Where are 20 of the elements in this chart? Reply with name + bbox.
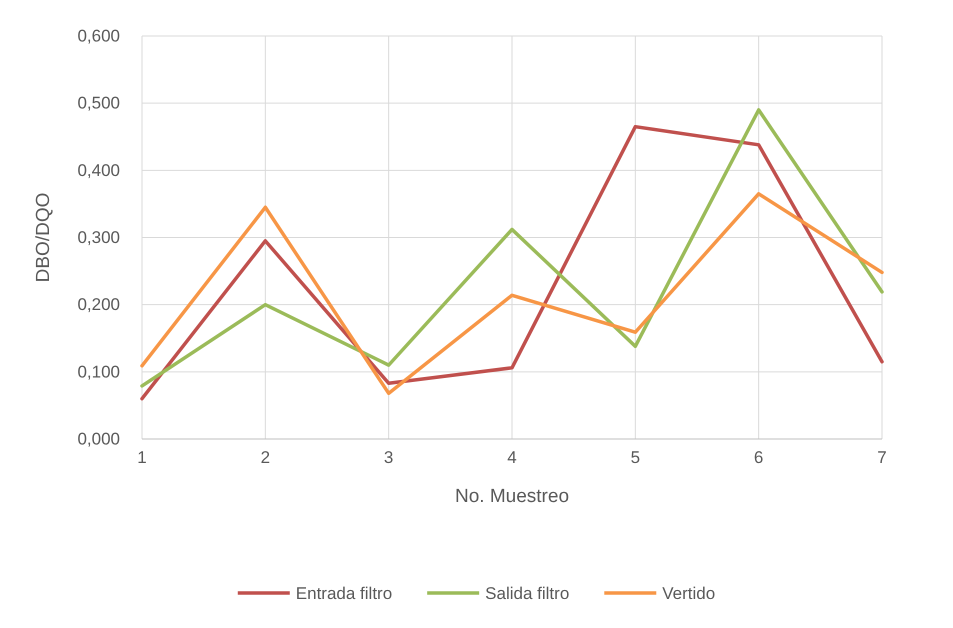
x-tick-label: 7 bbox=[877, 448, 887, 468]
y-tick-label: 0,500 bbox=[77, 94, 120, 113]
line-series bbox=[140, 192, 884, 396]
legend-label: Entrada filtro bbox=[296, 584, 392, 603]
x-tick-label: 6 bbox=[754, 448, 764, 468]
x-tick-label: 1 bbox=[137, 448, 147, 468]
y-tick-label: 0,200 bbox=[77, 295, 120, 314]
y-tick-label: 0,100 bbox=[77, 362, 120, 382]
x-axis-title: No. Muestreo bbox=[454, 486, 570, 507]
x-tick-label: 5 bbox=[630, 448, 640, 468]
y-tick-label: 0,000 bbox=[77, 429, 120, 448]
legend-label: Salida filtro bbox=[485, 584, 570, 603]
legend-label: Vertido bbox=[662, 584, 716, 603]
y-tick-label: 0,300 bbox=[77, 228, 120, 247]
y-tick-label: 0,600 bbox=[77, 26, 120, 46]
x-tick-label: 3 bbox=[384, 448, 394, 468]
y-axis-title: DBO/DQO bbox=[33, 192, 54, 282]
x-tick-label: 4 bbox=[507, 448, 517, 468]
x-tick-label: 2 bbox=[260, 448, 270, 468]
y-tick-label: 0,400 bbox=[77, 160, 120, 180]
